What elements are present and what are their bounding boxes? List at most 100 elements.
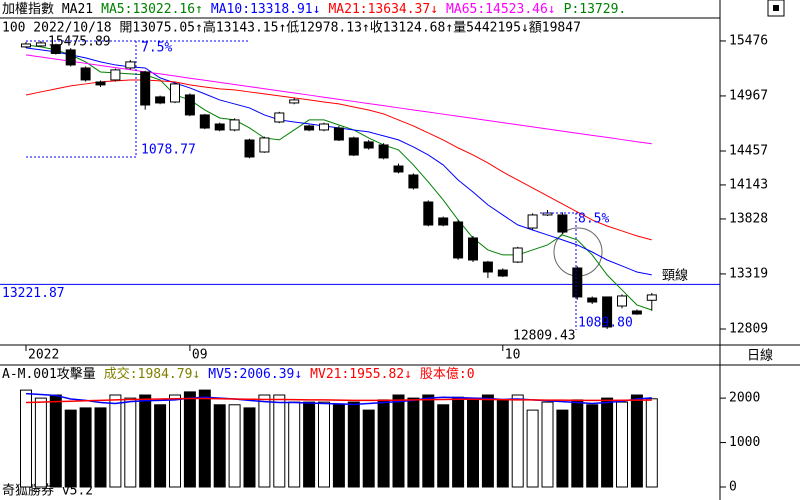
candle-body [125, 61, 136, 69]
volume-bar [318, 401, 330, 488]
annotation: 頸線 [662, 268, 688, 284]
candle-body [333, 127, 344, 141]
candle-body [602, 296, 613, 328]
candle-body [110, 69, 121, 81]
volume-bar [630, 394, 643, 488]
candle-body [259, 137, 270, 153]
candle-body [244, 139, 255, 158]
annotation: 1089.80 [578, 316, 633, 331]
volume-bar [124, 397, 137, 488]
volume-bar [601, 397, 614, 488]
legend-entry: MA10:13318.91↓ [211, 2, 321, 17]
volume-bar [288, 401, 301, 488]
neckline-value: 13221.87 [2, 286, 65, 301]
volume-bar [422, 394, 435, 488]
volume-bar [496, 399, 509, 488]
candle-body [438, 217, 449, 226]
candle-body [274, 112, 285, 123]
chart-title: 加權指數 MA21 [2, 2, 93, 17]
footer: 奇狐勝券 v5.2 [2, 483, 93, 499]
chart-title: A-M.001攻擊量 [2, 366, 96, 382]
candle-body [497, 269, 508, 277]
candle-body [482, 261, 493, 273]
y-tick-label: 1000 [729, 435, 760, 450]
candle-body [646, 294, 657, 301]
candle-body [363, 141, 374, 149]
volume-bar [109, 394, 122, 488]
volume-bar [183, 391, 196, 488]
legend-line: A-M.001攻擊量 成交:1984.79↓ MV5:2006.39↓ MV21:19… [2, 366, 475, 382]
annotation: 7.5% [141, 41, 172, 56]
volume-bar [556, 409, 569, 488]
y-tick-label: 13828 [729, 211, 768, 226]
candle-body [95, 81, 106, 86]
y-tick-label: 14457 [729, 144, 768, 159]
y-tick-label: 2000 [729, 391, 760, 406]
candle-body [617, 295, 627, 307]
mv-line [25, 397, 652, 404]
y-tick-label: 14143 [729, 177, 768, 192]
volume-bar [169, 394, 181, 488]
volume-bar [258, 394, 271, 488]
legend-entry: MV5:2006.39↓ [208, 367, 302, 382]
annotation: 15475.89 [48, 35, 111, 50]
candle-body [184, 94, 195, 116]
y-tick-label: 15476 [729, 33, 768, 48]
volume-bar [154, 404, 167, 488]
annotation: 12809.43 [513, 329, 576, 344]
volume-bar [213, 404, 226, 488]
volume-bar [243, 407, 256, 488]
volume-bar [541, 401, 554, 488]
y-tick-label: 13319 [729, 266, 768, 281]
volume-bar [392, 394, 405, 488]
volume-bar [49, 394, 62, 488]
candle-body [468, 237, 478, 261]
y-tick-label: 12809 [729, 322, 768, 337]
candle-body [453, 221, 464, 259]
legend-extra: 股本億:0 [420, 366, 475, 382]
ma-line [25, 79, 652, 241]
volume-bar [303, 401, 316, 488]
volume-bar [452, 396, 465, 488]
volume-bar [377, 399, 390, 488]
volume-bar [645, 398, 658, 488]
candle-body [557, 214, 568, 233]
candle-body [50, 44, 61, 54]
candle-body [542, 212, 553, 216]
volume-bar [616, 401, 628, 488]
candle-body [80, 67, 91, 81]
x-tick-label: 10 [505, 348, 521, 363]
legend-entry: 成交:1984.79↓ [104, 366, 200, 382]
volume-bar [407, 397, 420, 488]
legend-entry: MA21:13634.37↓ [328, 2, 438, 17]
volume-bar [273, 394, 286, 488]
volume-bar [586, 404, 599, 488]
y-tick-label: 14967 [729, 88, 768, 103]
annotation: 1078.77 [141, 143, 196, 158]
candle-body [289, 99, 300, 104]
volume-bar [332, 404, 345, 488]
legend-entry: MA5:13022.16↑ [101, 2, 203, 17]
volume-bar [198, 389, 211, 488]
annotation: 8.5% [578, 212, 609, 227]
legend-entry: MV21:1955.82↓ [310, 367, 412, 382]
candle-body [408, 174, 419, 189]
candle-body [527, 214, 538, 229]
candle-body [572, 267, 583, 298]
candle-body [229, 119, 240, 131]
volume-bar [362, 409, 375, 488]
volume-bar [481, 394, 494, 488]
candle-body [170, 83, 180, 103]
candle-body [423, 201, 434, 226]
volume-bar [64, 409, 77, 488]
legend-line: 加權指數 MA21 MA5:13022.16↑ MA10:13318.91↓ MA21… [2, 2, 626, 17]
candle-body [631, 310, 642, 315]
candle-body [319, 123, 329, 131]
volume-bar [571, 399, 584, 488]
candle-body [140, 71, 151, 106]
candle-body [587, 297, 598, 303]
candle-body [304, 125, 315, 131]
info-line: 100 2022/10/18 開13075.05↑高13143.15↑低1297… [2, 20, 581, 36]
y-tick-label: 0 [729, 480, 737, 495]
